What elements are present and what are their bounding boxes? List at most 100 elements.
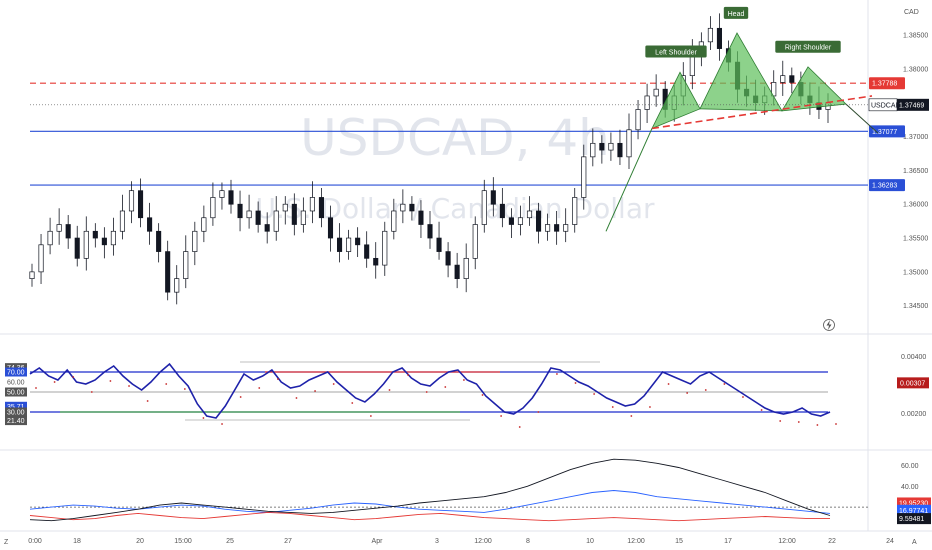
osc-tick-label: 50.00	[7, 390, 25, 397]
price-tick-label: 1.38000	[903, 66, 928, 73]
candle-body	[653, 88, 659, 97]
signal-dot	[835, 423, 837, 425]
osc-tick-box	[5, 367, 27, 377]
candle-body	[137, 190, 144, 219]
candle-body	[264, 224, 270, 232]
signal-dot	[183, 388, 186, 390]
candle-body	[65, 224, 71, 239]
candle-body	[508, 217, 514, 225]
right-shoulder-shape[interactable]	[781, 66, 847, 112]
candle-body	[165, 251, 171, 293]
signal-dot	[53, 381, 56, 383]
osc-tick-box	[5, 407, 27, 417]
price-tick-label: 1.38500	[903, 33, 928, 40]
signal-dot	[128, 385, 130, 387]
time-tick-label: 12:00	[474, 538, 492, 545]
signal-dot	[276, 378, 279, 380]
auto-scale-icon[interactable]: A	[912, 539, 917, 546]
candle-body	[463, 257, 469, 279]
dmi-value-box	[897, 504, 931, 516]
oscillator-panel[interactable]	[29, 361, 837, 428]
lightning-icon[interactable]	[823, 319, 835, 331]
signal-dot	[593, 393, 596, 395]
candle-body	[119, 210, 126, 232]
dmi-value-label: 19.95230	[899, 500, 928, 507]
osc-tick-box	[5, 387, 27, 397]
head-and-shoulders-pattern[interactable]: Left Shoulder Head Right Shoulder	[605, 6, 879, 232]
candle-body	[29, 271, 35, 279]
pattern-label-box	[645, 45, 707, 58]
osc-tick-label: 21.40	[7, 418, 25, 425]
left-shoulder-shape[interactable]	[651, 71, 701, 130]
dmi-plus-line	[29, 490, 831, 514]
price-tick-label: 1.36500	[903, 168, 928, 175]
price-axis[interactable]	[868, 0, 932, 550]
candle-body	[445, 251, 451, 266]
signal-dot	[556, 373, 558, 375]
candle-body	[373, 257, 379, 266]
candle-body	[490, 190, 496, 205]
pattern-label: Right Shoulder	[785, 45, 832, 52]
rally-line[interactable]	[605, 128, 653, 232]
signal-dot	[816, 424, 819, 426]
osc-current-box	[897, 377, 929, 389]
signal-dot	[221, 423, 223, 425]
osc-right-tick: 0.00400	[901, 354, 926, 361]
time-tick-label: 0:00	[28, 538, 42, 545]
time-tick-label: 20	[136, 538, 144, 545]
candle-body	[590, 142, 596, 158]
candle-body	[581, 156, 587, 198]
candle-body	[237, 203, 243, 219]
neckline[interactable]	[651, 95, 873, 130]
signal-dot	[35, 387, 37, 389]
symbol-tag-label: USDCAD	[871, 102, 901, 109]
pattern-label-box	[723, 6, 749, 19]
candle-body	[617, 142, 623, 158]
time-tick-label: 25	[226, 538, 234, 545]
candle-body	[147, 217, 153, 232]
signal-dot	[537, 411, 540, 413]
head-shape[interactable]	[699, 32, 783, 112]
directional-panel[interactable]	[29, 458, 868, 522]
dmi-tick-label: 60.00	[901, 463, 919, 470]
signal-dot	[611, 406, 614, 408]
candle-body	[273, 210, 279, 232]
candle-body	[780, 75, 786, 83]
osc-current-label: 0.00307	[900, 380, 925, 387]
candle-body	[318, 197, 325, 219]
dmi-tick-label: 40.00	[901, 484, 919, 491]
candle-body	[110, 230, 116, 246]
dmi-value-label: 16.97741	[899, 508, 928, 515]
osc-right-tick: 0.00200	[901, 411, 926, 418]
candle-body	[83, 230, 89, 259]
candle-body	[183, 251, 189, 279]
oscillator-ticks: 74.3670.0060.0050.0035.7130.0021.400.004…	[5, 354, 929, 426]
candle-body	[255, 210, 261, 225]
signal-dot	[239, 396, 242, 398]
zoom-corner-icon[interactable]: Z	[4, 539, 9, 546]
candle-body	[572, 197, 578, 225]
signal-dot	[481, 394, 484, 396]
target-line[interactable]	[845, 103, 879, 134]
candle-body	[210, 197, 216, 219]
candle-body	[101, 237, 107, 246]
candle-body	[427, 224, 433, 239]
price-levels[interactable]: 1.37788 1.37077 1.36283	[30, 77, 905, 192]
time-tick-label: 15:00	[174, 538, 192, 545]
signal-dot	[202, 417, 205, 419]
candle-body	[47, 230, 53, 246]
osc-tick-label: 70.00	[7, 370, 25, 377]
osc-tick-box	[5, 401, 27, 411]
candle-body	[454, 264, 460, 279]
time-tick-label: 17	[724, 538, 732, 545]
level-tag	[869, 125, 905, 138]
candle-body	[545, 224, 551, 232]
candle-body	[391, 210, 397, 232]
candle-body	[364, 244, 370, 259]
candle-body	[92, 230, 98, 239]
candle-body	[409, 203, 415, 212]
time-axis[interactable]: 0:00 18 20 15:00 25 27 Apr 3 12:00 8 10 12:00 15 17 12…	[28, 538, 894, 545]
